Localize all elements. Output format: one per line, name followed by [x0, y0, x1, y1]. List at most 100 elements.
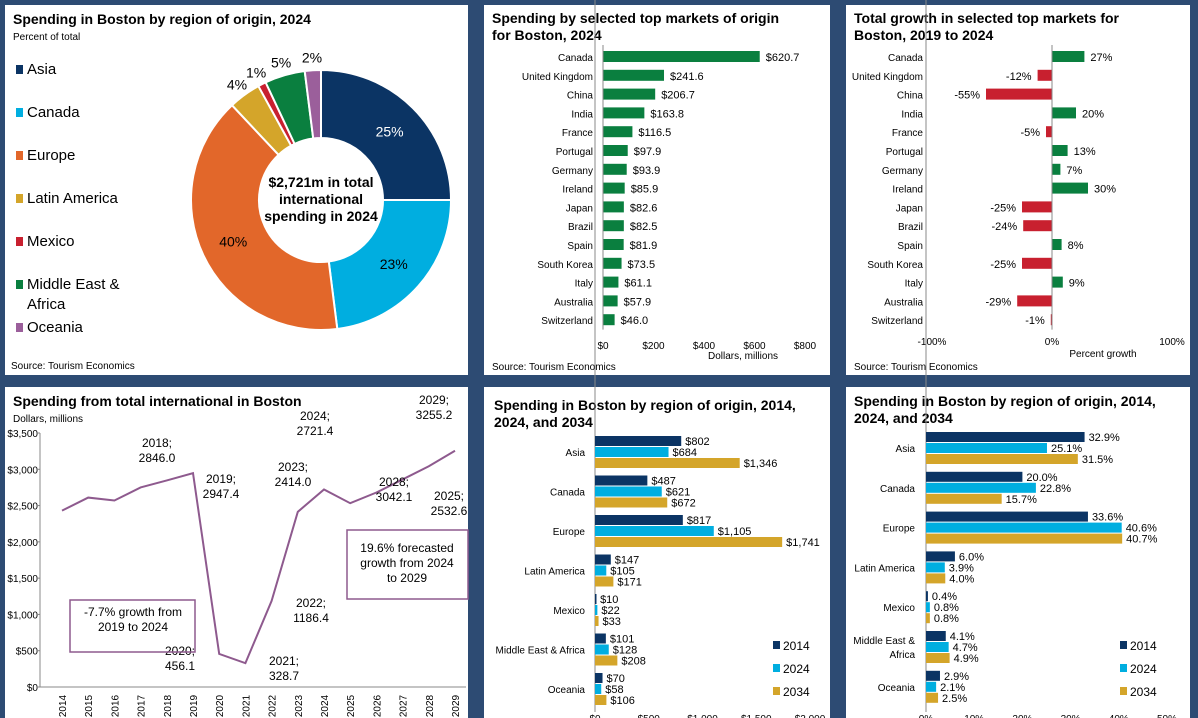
category-label: United Kingdom: [522, 72, 593, 83]
x-tick-label: 100%: [1159, 337, 1185, 348]
bar-2034-middle-east-africa: [926, 653, 950, 663]
bar-value-label: $621: [666, 487, 690, 499]
legend-label: Asia: [27, 61, 57, 78]
bar-value-label: $163.8: [650, 108, 684, 120]
x-tick-label: $600: [743, 341, 766, 352]
y-tick-label: $500: [16, 647, 39, 658]
bar-south-korea: [1022, 257, 1052, 269]
point-label: 2947.4: [203, 487, 240, 501]
bar-2034-canada: [926, 493, 1002, 504]
pie-slice-label: 1%: [246, 65, 266, 81]
point-label: 3255.2: [416, 408, 453, 422]
bar-2014-oceania: [926, 670, 940, 681]
bar-2024-canada: [926, 482, 1036, 493]
annotation-box: [346, 529, 469, 600]
bar-value-label: 0.4%: [932, 591, 957, 603]
bar-spain: [603, 239, 624, 250]
bar-value-label: $93.9: [633, 165, 661, 177]
bar-value-label: 20.0%: [1026, 472, 1057, 484]
category-label: Germany: [882, 166, 923, 177]
point-label: 2846.0: [139, 451, 176, 465]
bar-value-label: $70: [607, 673, 625, 685]
category-label: Australia: [554, 297, 593, 308]
bar-2024-latin-america: [595, 565, 607, 576]
bar-value-label: 33.6%: [1092, 512, 1123, 524]
bar-value-label: 40.6%: [1126, 523, 1157, 535]
line-ylabel: Dollars, millions: [13, 414, 83, 425]
bar-value-label: 4.1%: [950, 631, 975, 643]
bar-value-label: 2.9%: [944, 671, 969, 683]
point-label: 1186.4: [293, 611, 329, 625]
legend-label: 2014: [1130, 639, 1157, 653]
bar-2014-latin-america: [595, 554, 611, 565]
x-tick-label: 2019: [189, 694, 200, 717]
region-dollars-title-1: Spending in Boston by region of origin, …: [494, 397, 796, 413]
pie-slice-oceania: [303, 68, 322, 140]
x-tick-label: $0: [597, 341, 609, 352]
category-label: Middle East & Africa: [496, 646, 586, 657]
category-label: Portugal: [556, 147, 593, 158]
bar-australia: [1017, 295, 1052, 307]
bar-canada: [1052, 51, 1085, 62]
bar-value-label: 22.8%: [1040, 483, 1071, 495]
category-label: Germany: [552, 166, 593, 177]
category-label: Canada: [888, 53, 923, 64]
x-tick-label: 2029: [451, 694, 462, 717]
panel-growth: [846, 5, 1190, 375]
bar-italy: [603, 276, 619, 288]
top-markets-source: Source: Tourism Economics: [492, 362, 616, 373]
bar-2024-middle-east-africa: [595, 644, 609, 655]
bar-australia: [603, 295, 618, 307]
pie-slice-label: 2%: [302, 49, 322, 65]
point-label: 3042.1: [376, 490, 413, 504]
x-tick-label: 30%: [1061, 714, 1081, 718]
top-markets-title-1: Spending by selected top markets of orig…: [492, 10, 779, 26]
bar-portugal: [603, 145, 628, 156]
x-tick-label: 2022: [268, 694, 279, 717]
bar-switzerland: [1050, 314, 1052, 326]
bar-value-label: 0.8%: [934, 602, 959, 614]
bar-value-label: 2.1%: [940, 682, 965, 694]
bar-2034-middle-east-africa: [595, 655, 618, 666]
pie-center-label: spending in 2024: [264, 208, 378, 224]
pie-slice-label: 5%: [271, 55, 291, 71]
category-label: Brazil: [898, 222, 923, 233]
category-label: Switzerland: [871, 316, 923, 327]
bar-value-label: -25%: [990, 259, 1016, 271]
category-label: Asia: [566, 448, 586, 459]
pie-source: Source: Tourism Economics: [11, 361, 135, 372]
bar-value-label: $105: [610, 566, 634, 578]
x-tick-label: 2014: [58, 694, 69, 717]
bar-2014-asia: [926, 432, 1085, 442]
bar-value-label: $10: [600, 594, 618, 606]
legend-swatch: [16, 194, 23, 203]
legend-swatch-2014: [1120, 641, 1127, 649]
x-tick-label: 2028: [425, 694, 436, 717]
category-label: Europe: [553, 527, 586, 538]
bar-value-label: -25%: [990, 202, 1016, 214]
point-label: 2020;: [165, 644, 195, 658]
bar-value-label: -29%: [986, 296, 1012, 308]
bar-2024-canada: [595, 486, 662, 497]
bar-value-label: $1,105: [718, 526, 752, 538]
legend-swatch: [16, 280, 23, 289]
bar-value-label: 31.5%: [1082, 454, 1113, 466]
bar-value-label: -5%: [1020, 127, 1040, 139]
x-tick-label: $1,000: [687, 714, 718, 718]
panel-line: [5, 387, 468, 718]
bar-brazil: [1023, 220, 1052, 232]
bar-south-korea: [603, 257, 622, 269]
bar-value-label: $817: [687, 515, 711, 527]
bar-2024-middle-east-africa: [926, 642, 949, 652]
bar-2014-europe: [595, 515, 683, 525]
category-label: South Korea: [867, 260, 923, 271]
category-label: Latin America: [524, 567, 585, 578]
bar-portugal: [1052, 145, 1068, 156]
point-label: 456.1: [165, 659, 195, 673]
bar-value-label: -1%: [1025, 315, 1045, 327]
bar-2034-asia: [595, 458, 740, 468]
bar-germany: [603, 163, 627, 175]
bar-2024-mexico: [595, 605, 598, 615]
point-label: 2021;: [269, 654, 299, 668]
